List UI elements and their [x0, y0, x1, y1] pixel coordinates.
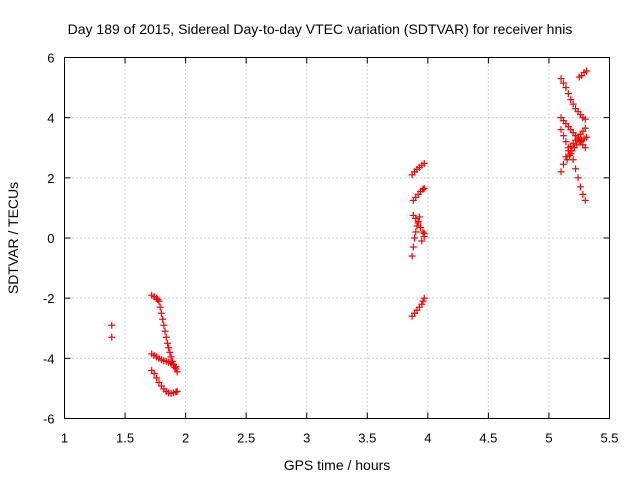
y-tick-labels: -6 -4 -2 0 2 4 6 [43, 51, 55, 427]
data-point [154, 296, 162, 304]
y-tick-label: -2 [43, 291, 55, 306]
y-tick-label: -6 [43, 412, 55, 427]
data-point [108, 333, 116, 341]
y-tick-label: 6 [47, 51, 54, 66]
data-point [411, 234, 419, 242]
data-point [581, 124, 589, 132]
data-point [572, 165, 580, 173]
data-point [108, 321, 116, 329]
data-point [420, 159, 428, 167]
data-point [160, 321, 168, 329]
data-point [163, 339, 171, 347]
data-point [166, 348, 174, 356]
data-point [155, 378, 163, 386]
data-point [413, 222, 421, 230]
data-point [420, 184, 428, 192]
data-point [557, 75, 565, 83]
x-tick-label: 5 [545, 431, 552, 446]
data-point [156, 303, 164, 311]
x-tick-label: 4.5 [479, 431, 497, 446]
y-tick-label: 2 [47, 171, 54, 186]
data-point [420, 229, 428, 237]
plot-frame [64, 57, 610, 419]
chart-title: Day 189 of 2015, Sidereal Day-to-day VTE… [68, 21, 573, 37]
data-point [581, 144, 589, 152]
data-point [409, 243, 417, 251]
data-point [557, 168, 565, 176]
data-point [162, 333, 170, 341]
data-point [418, 300, 426, 308]
data-point [172, 363, 180, 371]
data-point [412, 214, 420, 222]
data-point [417, 223, 425, 231]
data-point [150, 369, 158, 377]
data-point [167, 353, 175, 361]
x-tick-label: 1.5 [116, 431, 134, 446]
data-point [574, 174, 582, 182]
x-axis-label: GPS time / hours [284, 457, 391, 473]
y-tick-label: 4 [47, 111, 54, 126]
data-point [161, 327, 169, 335]
x-tick-label: 3.5 [358, 431, 376, 446]
data-point [153, 374, 161, 382]
data-point [562, 84, 570, 92]
data-point [559, 132, 567, 140]
data-point [419, 185, 427, 193]
data-points [108, 67, 590, 398]
x-tick-label: 1 [61, 431, 68, 446]
data-point [566, 151, 574, 159]
x-tick-label: 5.5 [600, 431, 618, 446]
data-point [562, 138, 570, 146]
x-tick-label: 2.5 [237, 431, 255, 446]
data-point [563, 156, 571, 164]
data-point [419, 228, 427, 236]
data-point [165, 344, 173, 352]
data-point [559, 79, 567, 87]
data-point [420, 294, 428, 302]
x-tick-label: 4 [424, 431, 431, 446]
data-point [562, 153, 570, 161]
data-point [172, 388, 180, 396]
y-tick-label: 0 [47, 231, 54, 246]
data-point [581, 115, 589, 123]
data-point [559, 160, 567, 168]
data-point [173, 387, 181, 395]
data-point [564, 90, 572, 98]
x-tick-label: 2 [182, 431, 189, 446]
data-point [408, 252, 416, 260]
data-point [582, 67, 590, 75]
data-point [582, 133, 590, 141]
data-point [418, 237, 426, 245]
data-point [557, 126, 565, 134]
y-tick-label: -4 [43, 351, 55, 366]
data-point [414, 219, 422, 227]
data-point [576, 183, 584, 191]
data-point [419, 297, 427, 305]
data-point [569, 156, 577, 164]
data-point [581, 196, 589, 204]
y-axis-label: SDTVAR / TECUs [5, 182, 21, 294]
data-point [412, 228, 420, 236]
data-point [415, 213, 423, 221]
data-point [157, 309, 165, 317]
grid-lines [64, 57, 610, 419]
x-tick-labels: 1 1.5 2 2.5 3 3.5 4 4.5 5 5.5 [61, 431, 619, 446]
x-tick-label: 3 [303, 431, 310, 446]
data-point [579, 190, 587, 198]
data-point [569, 100, 577, 108]
data-point [567, 96, 575, 104]
data-point [159, 315, 167, 323]
data-point [155, 297, 163, 305]
data-point [173, 368, 181, 376]
